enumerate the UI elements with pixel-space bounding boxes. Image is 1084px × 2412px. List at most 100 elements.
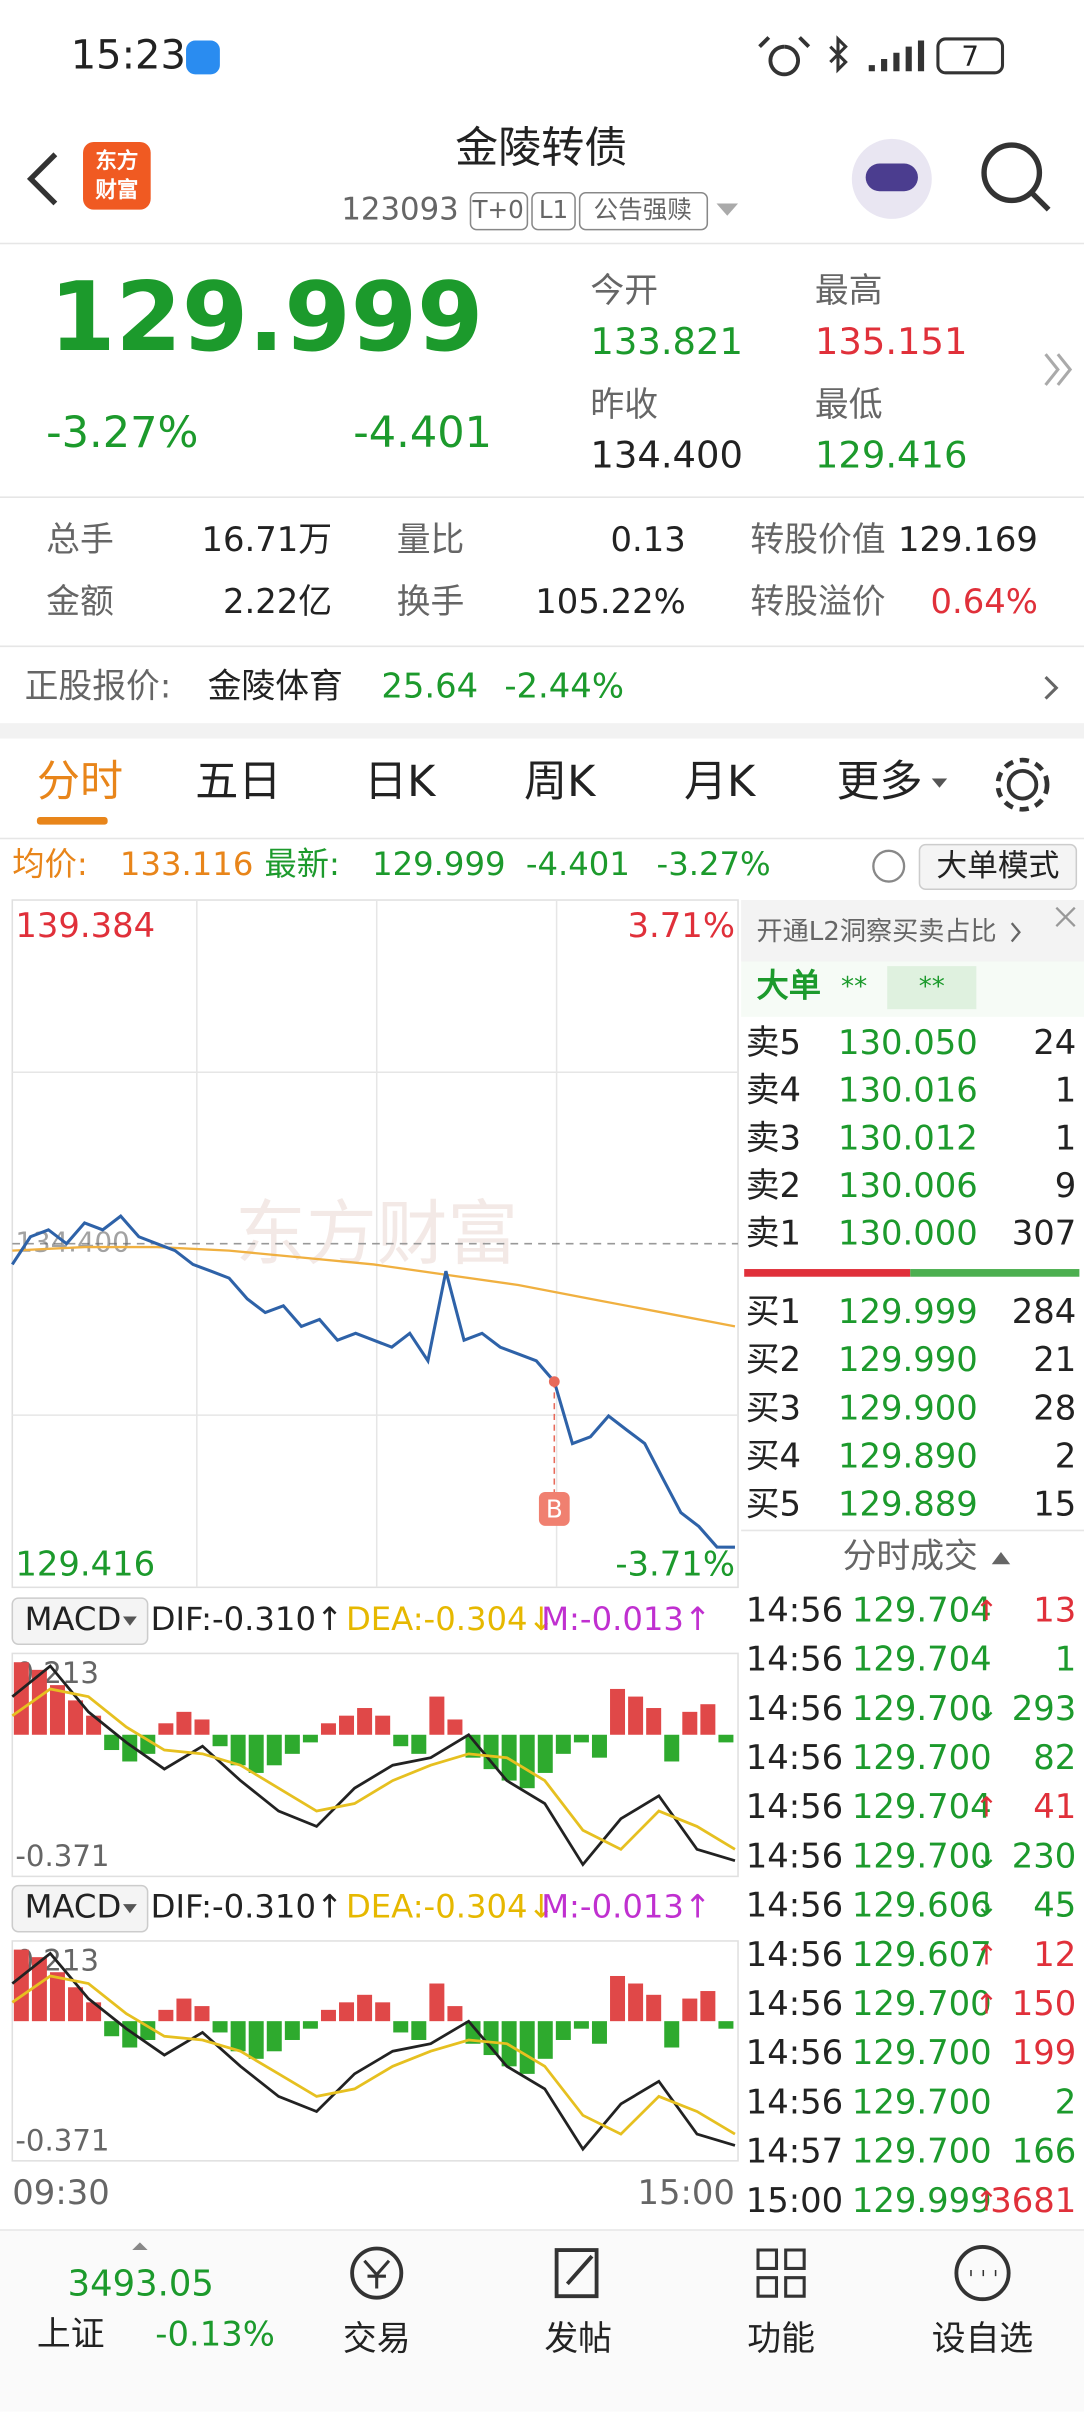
indicator-selector[interactable] [11, 1597, 149, 1645]
macd-bar [682, 1998, 698, 2022]
trade-volume: 150 [1012, 1984, 1077, 2023]
trade-time: 14:56 [746, 1787, 843, 1826]
badge-box [531, 191, 576, 231]
y-tick-label: 139.384 [15, 906, 155, 945]
expand-chevron[interactable] [1044, 353, 1073, 386]
trade-volume: 41 [1033, 1787, 1076, 1826]
l2-banner[interactable] [741, 900, 1084, 962]
big-order-label: 大单 [756, 967, 821, 1005]
macd-bar [212, 1734, 228, 1747]
settings-button[interactable] [1006, 768, 1039, 801]
search-button[interactable] [981, 142, 1043, 204]
close-banner[interactable] [1055, 906, 1076, 927]
stats: 总手 16.71万 量比 0.13 转股价值 129.169 金额 2.22亿 换手 105.22… [46, 520, 1038, 621]
order-label: 买1 [746, 1292, 801, 1331]
stat-label: 总手 [46, 520, 114, 559]
high: 135.151 [815, 320, 968, 363]
last-price: 129.999 [372, 845, 505, 883]
chevron [1010, 922, 1021, 943]
marker-label: B [546, 1494, 563, 1523]
stat-label: 量比 [397, 520, 465, 559]
macd-bar [320, 1723, 336, 1735]
tab[interactable]: 五日 [195, 757, 281, 807]
nav-item[interactable]: 交易 [343, 2319, 411, 2358]
search-handle [1029, 190, 1051, 212]
y2-tick-label: 3.71% [628, 906, 735, 945]
macd-bar [230, 1734, 246, 1766]
macd-bar [49, 1685, 65, 1735]
order-price: 129.990 [838, 1340, 978, 1379]
trade-volume: 230 [1012, 1836, 1077, 1875]
macd-bar [465, 1734, 481, 1758]
trade-arrow: ↑ [975, 1938, 998, 1971]
nav-item[interactable]: 功能 [747, 2319, 815, 2358]
trade-price: 129.704 [852, 1590, 992, 1629]
trade-volume: 12 [1033, 1935, 1076, 1974]
order-price: 130.012 [838, 1118, 978, 1157]
battery [936, 37, 1005, 75]
tab-underline [36, 816, 108, 825]
signal-icon [868, 40, 925, 72]
tab[interactable]: 日K [364, 757, 437, 807]
trade-time: 14:57 [746, 2132, 843, 2171]
macd-bar [411, 2021, 427, 2040]
order-volume: 28 [1033, 1388, 1076, 1427]
open-label: 今开 [590, 271, 658, 310]
trade-price: 129.700 [852, 2082, 992, 2121]
macd-bar [411, 1734, 427, 1754]
marker-box [538, 1491, 570, 1526]
order-label: 买2 [746, 1340, 801, 1379]
last-change: -4.401 [526, 845, 630, 883]
order-price: 129.889 [838, 1485, 978, 1524]
back-button[interactable] [26, 152, 58, 206]
trade-arrow: ↓ [975, 1840, 998, 1873]
macd-bar [357, 1708, 373, 1735]
l2-banner-text: 开通L2洞察买卖占比 [756, 917, 996, 947]
tab[interactable]: 月K [684, 757, 757, 807]
index-change: -0.13% [155, 2315, 275, 2354]
trade-volume: 3681 [990, 2181, 1076, 2220]
nav-item[interactable]: 设自选 [932, 2319, 1033, 2358]
m-label: M:-0.013↑ [541, 1600, 711, 1638]
avg-price: 133.116 [120, 845, 253, 883]
charts: 139.384 129.416 -3.71% 3.71% 134.400 B 09:30 15… [11, 906, 739, 2212]
badge: 公告强赎 [594, 195, 692, 224]
trade-time: 14:56 [746, 1836, 843, 1875]
avg-label: 均价: [12, 845, 87, 883]
order-volume: 1 [1055, 1118, 1077, 1157]
help-icon[interactable] [872, 849, 906, 883]
trade-arrow: ↓ [975, 1889, 998, 1922]
macd-bar [519, 1734, 535, 1789]
macd-bar [68, 1700, 84, 1735]
order-price: 129.900 [838, 1388, 978, 1427]
dif-line [11, 1951, 736, 2152]
tab[interactable]: 分时 [37, 757, 123, 807]
sort-arrow [991, 1551, 1011, 1565]
last-pct: -3.27% [657, 845, 771, 883]
stat-value: 105.22% [535, 582, 685, 621]
stat-label: 金额 [46, 582, 114, 621]
trade-arrow: ↑ [975, 1791, 998, 1824]
macd-bar [573, 1734, 589, 1743]
mode-button[interactable] [918, 843, 1078, 891]
tab[interactable]: 周K [524, 757, 597, 807]
more-arrow [931, 778, 948, 788]
trade-price: 129.700 [852, 1836, 992, 1875]
macd-bar [49, 1972, 65, 2022]
badge: T+0 [472, 195, 524, 224]
logo-text: 财富 [95, 177, 138, 203]
order-label: 买3 [746, 1388, 801, 1427]
macd-bar [447, 1719, 463, 1735]
mode-button-label: 大单模式 [936, 848, 1059, 884]
stock-name[interactable]: 金陵体育 [208, 666, 343, 705]
macd-bar [610, 1688, 626, 1735]
macd-bar [194, 1719, 210, 1735]
trade-time: 14:56 [746, 2082, 843, 2121]
nav-item[interactable]: 发帖 [544, 2319, 612, 2358]
index-name[interactable]: 上证 [37, 2315, 105, 2354]
indicator-selector[interactable] [11, 1884, 149, 1933]
tab[interactable]: 更多 [836, 757, 922, 807]
trade-time: 14:56 [746, 1886, 843, 1925]
dea-label: DEA:-0.304↓ [346, 1888, 555, 1926]
indicator-arrow [123, 1616, 137, 1626]
